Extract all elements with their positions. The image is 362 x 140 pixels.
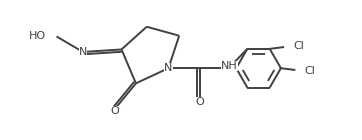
Text: O: O bbox=[110, 107, 119, 116]
Text: Cl: Cl bbox=[294, 41, 304, 51]
Text: N: N bbox=[164, 63, 173, 73]
Text: O: O bbox=[195, 97, 204, 107]
Text: HO: HO bbox=[29, 32, 46, 41]
Text: N: N bbox=[79, 47, 87, 57]
Text: Cl: Cl bbox=[305, 66, 316, 76]
Text: NH: NH bbox=[221, 61, 238, 71]
